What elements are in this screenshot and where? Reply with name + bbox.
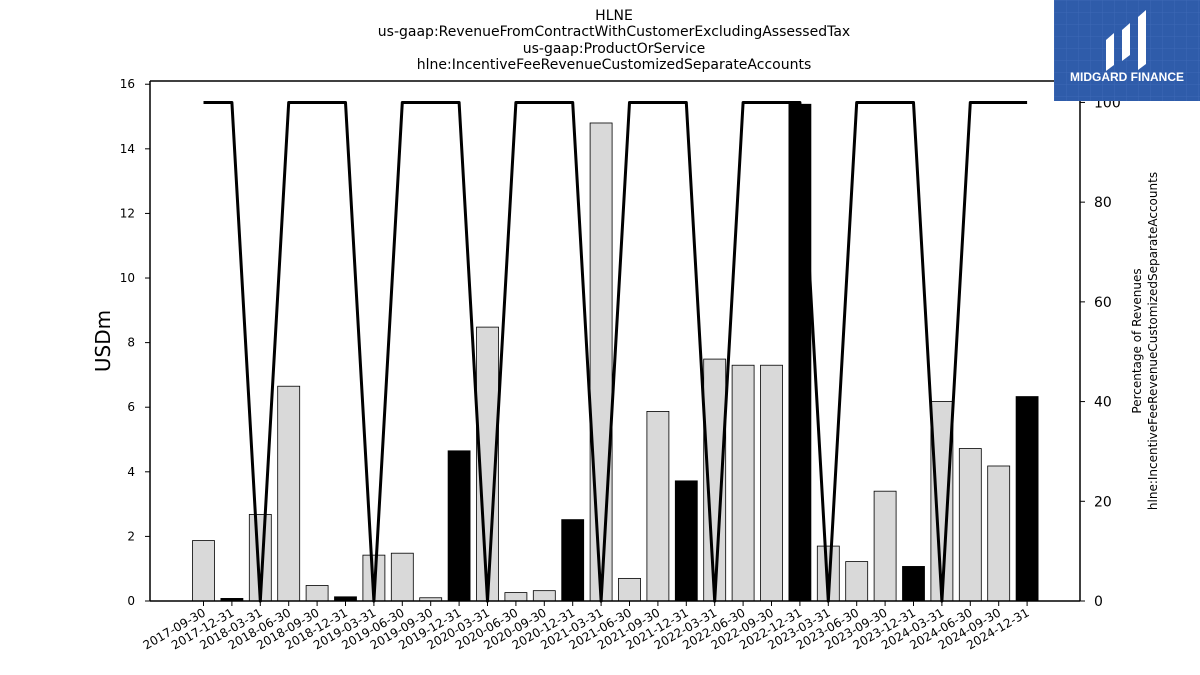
percentage-line	[203, 100, 1028, 603]
y2-tick-label: 20	[1094, 494, 1112, 510]
bar-2021-06-30	[618, 577, 641, 602]
bar-2023-09-30	[873, 490, 897, 602]
title-line-4: hlne:IncentiveFeeRevenueCustomizedSepara…	[417, 57, 812, 73]
y2-axis-label-line: Percentage of Revenues	[1130, 268, 1144, 413]
y2-axis-label: Percentage of Revenues hlne:IncentiveFeeR…	[1130, 172, 1160, 510]
percentage-line-series	[203, 100, 1028, 603]
logo-text: MIDGARD FINANCE	[1070, 70, 1184, 84]
y-tick-label: 2	[127, 529, 135, 543]
y2-axis-label-line: hlne:IncentiveFeeRevenueCustomizedSepara…	[1146, 172, 1160, 510]
y-tick-label: 16	[120, 77, 135, 91]
y2-tick-label: 80	[1094, 195, 1112, 211]
bar-2024-12-31	[1015, 396, 1039, 602]
bar-2020-06-30	[504, 592, 528, 602]
bar-2019-06-30	[390, 552, 414, 602]
logo-mark-icon: MIDGARD FINANCE	[1054, 0, 1200, 101]
y-tick-label: 8	[127, 336, 135, 350]
bar-2023-12-31	[902, 566, 925, 602]
y-tick-label: 0	[127, 594, 135, 608]
axes	[149, 80, 1081, 602]
bar-2020-12-31	[561, 519, 585, 602]
bar-2022-12-31	[788, 103, 812, 602]
bar-2024-03-31	[930, 400, 954, 602]
bar-2021-03-31	[589, 122, 613, 602]
x-axis-ticks: 2017-09-302017-12-312018-03-312018-06-30…	[141, 601, 1032, 652]
bar-2022-06-30	[731, 364, 755, 602]
bar-2022-09-30	[760, 364, 783, 602]
y-axis-label: USDm	[91, 310, 115, 372]
title-line-1: HLNE	[595, 8, 633, 24]
midgard-finance-logo: MIDGARD FINANCE	[1054, 0, 1200, 101]
y2-tick-label: 40	[1094, 395, 1112, 411]
y-tick-label: 6	[127, 400, 135, 414]
chart-title: HLNE us-gaap:RevenueFromContractWithCust…	[378, 8, 850, 73]
bar-2021-12-31	[674, 480, 698, 602]
y2-tick-label: 0	[1094, 594, 1103, 610]
bar-2017-09-30	[192, 540, 215, 602]
bar-2023-06-30	[845, 561, 869, 602]
bar-2024-09-30	[987, 465, 1011, 602]
y2-tick-label: 60	[1094, 295, 1112, 311]
y-tick-label: 10	[120, 271, 135, 285]
y-tick-label: 14	[120, 142, 135, 156]
y-axis-ticks: 0 2 4 6 8 10 12 14 16	[120, 77, 150, 608]
bar-2019-12-31	[447, 450, 471, 602]
bar-2020-09-30	[532, 590, 556, 602]
bar-2021-09-30	[646, 411, 670, 602]
bar-2018-09-30	[305, 585, 329, 602]
y-tick-label: 4	[127, 465, 135, 479]
y-tick-label: 12	[120, 206, 135, 220]
bar-2018-06-30	[277, 385, 301, 602]
title-line-2: us-gaap:RevenueFromContractWithCustomerE…	[378, 24, 850, 40]
title-line-3: us-gaap:ProductOrService	[523, 41, 706, 57]
bar-2024-06-30	[958, 448, 982, 602]
